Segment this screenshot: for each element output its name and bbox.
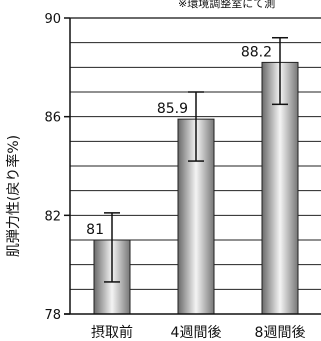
data-label: 81: [86, 222, 104, 238]
y-tick-label: 78: [44, 308, 61, 323]
x-category-label: 8週間後: [255, 325, 306, 341]
data-label: 85.9: [157, 101, 188, 117]
data-label: 88.2: [241, 44, 272, 60]
y-axis: 78 82 86 90: [44, 12, 321, 323]
chart-note: ※環境調整室にて測: [178, 0, 276, 10]
y-tick-label: 90: [44, 12, 61, 27]
y-axis-label: 肌弾力性(戻り率%): [5, 135, 22, 257]
error-bars: [104, 36, 288, 283]
x-category-label: 4週間後: [171, 325, 222, 341]
labels: 81 摂取前 85.9 4週間後 88.2 8週間後: [86, 44, 305, 341]
y-tick-label: 86: [44, 111, 61, 126]
y-tick-label: 82: [44, 209, 61, 224]
x-category-label: 摂取前: [91, 324, 133, 341]
